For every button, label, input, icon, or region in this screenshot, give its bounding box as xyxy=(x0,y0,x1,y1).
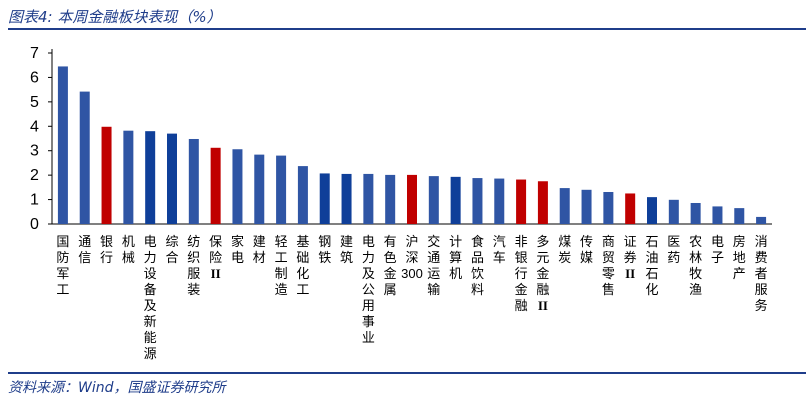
bar xyxy=(57,66,68,224)
category-label: 基础化工 xyxy=(296,235,309,298)
category-label: 传媒 xyxy=(580,235,593,266)
category-label: 汽车 xyxy=(493,235,506,266)
category-label: 商贸零售 xyxy=(602,235,615,298)
category-label: 有色金属 xyxy=(384,235,397,298)
bar xyxy=(363,173,374,224)
axis-layer: 0 1 2 3 4 5 6 7 xyxy=(30,45,772,233)
bar xyxy=(145,131,156,224)
category-label: 医药 xyxy=(667,235,680,266)
source-note: 资料来源：Wind，国盛证券研究所 xyxy=(8,380,226,396)
bar xyxy=(297,166,308,224)
category-label: 食品饮料 xyxy=(471,234,484,298)
category-label: 建筑 xyxy=(340,235,353,266)
bar xyxy=(428,176,439,224)
category-label: 家电 xyxy=(231,234,244,266)
category-label: 石油石化 xyxy=(645,235,658,298)
bar xyxy=(450,176,461,224)
category-label: 农林牧渔 xyxy=(689,235,702,298)
category-label: 多元金融 II xyxy=(536,234,549,313)
bar xyxy=(123,130,134,224)
category-label: 建材 xyxy=(253,235,266,266)
y-tick-label: 3 xyxy=(30,143,39,160)
category-label: 电力及公用事业 xyxy=(362,235,375,346)
bar xyxy=(603,191,614,224)
y-tick-label: 1 xyxy=(30,192,39,209)
footer-divider xyxy=(8,372,806,374)
bar xyxy=(668,199,679,224)
category-label: 房地产 xyxy=(733,234,746,282)
category-label: 机械 xyxy=(122,235,135,266)
category-label: 国防军工 xyxy=(56,235,69,298)
category-label: 电子 xyxy=(711,235,724,266)
bar xyxy=(385,174,396,224)
category-label: 电力设备及新能源 xyxy=(144,235,157,362)
category-label: 证券 II xyxy=(624,235,637,281)
bar xyxy=(79,91,90,225)
category-label: 沪深 300 xyxy=(401,234,423,281)
category-label: 轻工制造 xyxy=(275,235,288,298)
bar xyxy=(712,206,723,224)
bar xyxy=(472,178,483,224)
bar xyxy=(276,155,287,224)
y-tick-label: 7 xyxy=(30,45,39,62)
category-label: 消费者服务 xyxy=(755,235,768,314)
category-label: 计算机 xyxy=(449,235,462,282)
bar xyxy=(167,133,177,224)
category-label: 通信 xyxy=(78,235,91,266)
bar xyxy=(319,173,330,224)
category-label: 纺织服装 xyxy=(187,235,200,298)
bar xyxy=(407,174,417,224)
bar xyxy=(232,149,243,224)
bar xyxy=(101,126,112,224)
y-tick-label: 2 xyxy=(30,167,39,184)
bar xyxy=(734,208,745,224)
bar xyxy=(690,202,701,224)
bars-layer xyxy=(57,66,767,225)
y-tick-label: 6 xyxy=(30,69,39,86)
y-tick-label: 4 xyxy=(30,118,39,135)
bar xyxy=(210,147,221,224)
bar xyxy=(537,181,548,224)
bar xyxy=(647,197,657,224)
category-label: 煤炭 xyxy=(558,235,571,266)
category-label: 交通运输 xyxy=(427,234,440,298)
category-label: 保险 II xyxy=(209,235,222,281)
category-label: 钢铁 xyxy=(318,235,331,266)
category-label: 非银行金融 xyxy=(515,235,528,314)
bar xyxy=(516,179,527,224)
title-divider xyxy=(8,28,806,30)
bar xyxy=(188,138,199,224)
category-label: 银行 xyxy=(100,235,113,266)
bar xyxy=(494,178,505,224)
bar xyxy=(581,189,592,224)
category-label: 综合 xyxy=(165,235,178,266)
bar xyxy=(254,154,265,224)
y-tick-label: 5 xyxy=(30,94,39,111)
chart-title: 图表4: 本周金融板块表现（%） xyxy=(8,8,222,26)
bar xyxy=(341,173,352,224)
bar xyxy=(756,216,767,224)
y-tick-label: 0 xyxy=(30,216,39,233)
bar xyxy=(559,188,570,224)
bar xyxy=(625,193,636,224)
